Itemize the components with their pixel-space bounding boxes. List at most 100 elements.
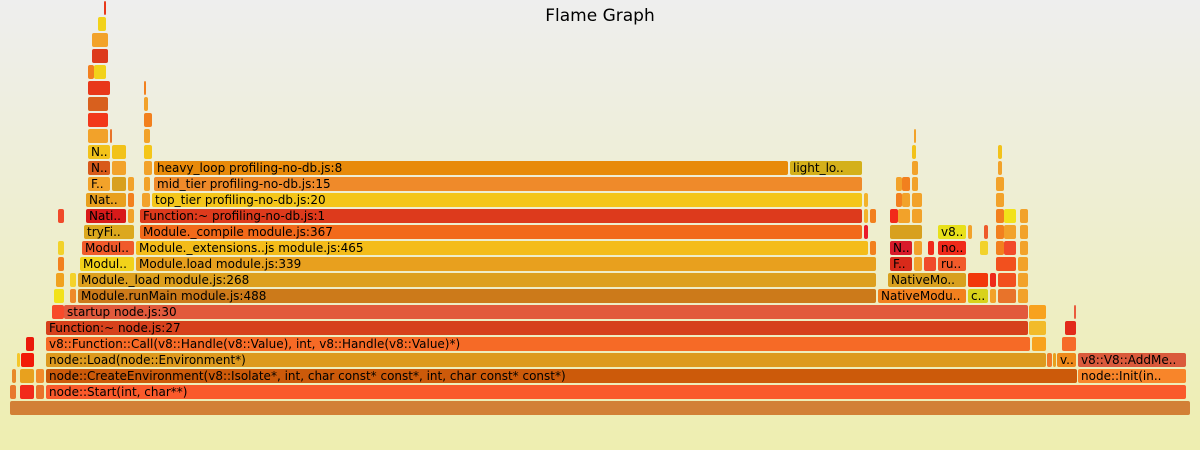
flame-frame-rect[interactable] — [46, 385, 1186, 399]
flame-frame[interactable] — [864, 209, 868, 223]
flame-frame-rect[interactable] — [968, 289, 988, 303]
flame-frame[interactable] — [128, 177, 134, 191]
flame-frame[interactable]: v8::V8::AddMe.. — [1078, 353, 1186, 367]
flame-frame-rect[interactable] — [154, 177, 862, 191]
flame-frame[interactable] — [144, 129, 150, 143]
flame-frame[interactable]: Modul.. — [82, 241, 134, 255]
flame-frame[interactable] — [54, 289, 64, 303]
flame-frame[interactable] — [144, 177, 150, 191]
flame-frame[interactable] — [98, 17, 106, 31]
flame-frame-rect[interactable] — [912, 145, 916, 159]
flame-frame-rect[interactable] — [88, 81, 110, 95]
flame-frame-rect[interactable] — [1020, 225, 1028, 239]
flame-frame-rect[interactable] — [64, 305, 1028, 319]
flame-frame[interactable]: light_lo.. — [790, 161, 862, 175]
flame-frame[interactable] — [128, 209, 134, 223]
flame-frame[interactable] — [996, 257, 1016, 271]
flame-frame-rect[interactable] — [92, 49, 108, 63]
flame-frame[interactable] — [1062, 337, 1076, 351]
flame-frame[interactable] — [980, 241, 988, 255]
flame-frame-rect[interactable] — [914, 129, 916, 143]
flame-frame[interactable] — [88, 97, 108, 111]
flame-frame[interactable] — [996, 225, 1004, 239]
flame-frame-rect[interactable] — [996, 225, 1004, 239]
flame-frame[interactable] — [990, 289, 996, 303]
flame-frame[interactable] — [864, 193, 868, 207]
flame-frame-rect[interactable] — [144, 177, 150, 191]
flame-frame-rect[interactable] — [128, 177, 134, 191]
flame-frame-rect[interactable] — [144, 129, 150, 143]
flame-frame[interactable] — [870, 209, 876, 223]
flame-frame-rect[interactable] — [890, 257, 912, 271]
flame-frame-rect[interactable] — [17, 353, 20, 367]
flame-frame[interactable] — [924, 257, 936, 271]
flame-frame-rect[interactable] — [36, 369, 44, 383]
flame-frame-rect[interactable] — [896, 177, 902, 191]
flame-frame[interactable] — [928, 241, 934, 255]
flame-frame-rect[interactable] — [84, 225, 134, 239]
flame-frame-rect[interactable] — [1029, 321, 1046, 335]
flame-frame-rect[interactable] — [46, 353, 1046, 367]
flame-frame-rect[interactable] — [144, 113, 152, 127]
flame-frame[interactable] — [88, 65, 94, 79]
flame-frame[interactable] — [998, 289, 1016, 303]
flame-frame-rect[interactable] — [902, 193, 910, 207]
flame-frame-rect[interactable] — [88, 129, 108, 143]
flame-frame[interactable] — [1004, 241, 1016, 255]
flame-frame[interactable] — [112, 145, 126, 159]
flame-frame[interactable] — [914, 241, 922, 255]
flame-frame[interactable] — [996, 193, 1004, 207]
flame-frame[interactable] — [912, 193, 922, 207]
flame-frame[interactable] — [890, 209, 898, 223]
flame-frame-rect[interactable] — [878, 289, 966, 303]
flame-frame[interactable] — [914, 129, 916, 143]
flame-frame-rect[interactable] — [104, 1, 106, 15]
flame-frame-rect[interactable] — [128, 193, 134, 207]
flame-frame[interactable] — [1020, 209, 1028, 223]
flame-frame-rect[interactable] — [20, 385, 34, 399]
flame-frame[interactable] — [1018, 289, 1028, 303]
flame-frame[interactable]: N.. — [88, 161, 110, 175]
flame-frame[interactable]: F.. — [890, 257, 912, 271]
flame-frame-rect[interactable] — [26, 337, 34, 351]
flame-frame[interactable]: Module._compile module.js:367 — [140, 225, 862, 239]
flame-frame[interactable] — [1029, 321, 1046, 335]
flame-frame-rect[interactable] — [790, 161, 862, 175]
flame-frame-rect[interactable] — [88, 177, 110, 191]
flame-frame[interactable] — [1004, 209, 1016, 223]
flame-frame-rect[interactable] — [80, 257, 134, 271]
flame-frame-rect[interactable] — [20, 369, 34, 383]
flame-frame[interactable] — [996, 177, 1004, 191]
flame-frame-rect[interactable] — [58, 241, 64, 255]
flame-frame[interactable] — [36, 369, 44, 383]
flame-frame-rect[interactable] — [10, 385, 16, 399]
flame-frame-rect[interactable] — [58, 257, 64, 271]
flame-frame-rect[interactable] — [1032, 337, 1046, 351]
flame-frame[interactable]: ru.. — [938, 257, 966, 271]
flame-frame[interactable]: node::Load(node::Environment*) — [46, 353, 1046, 367]
flame-frame-rect[interactable] — [998, 145, 1002, 159]
flame-frame-rect[interactable] — [112, 145, 126, 159]
flame-frame-rect[interactable] — [996, 193, 1004, 207]
flame-frame[interactable]: v8::Function::Call(v8::Handle(v8::Value)… — [46, 337, 1030, 351]
flame-frame-rect[interactable] — [864, 209, 868, 223]
flame-frame[interactable] — [890, 225, 922, 239]
flame-frame-rect[interactable] — [70, 289, 76, 303]
flame-frame[interactable] — [898, 209, 910, 223]
flame-frame-rect[interactable] — [78, 289, 876, 303]
flame-frame-rect[interactable] — [896, 193, 902, 207]
flame-frame-rect[interactable] — [86, 193, 126, 207]
flame-frame-rect[interactable] — [88, 145, 110, 159]
flame-frame-rect[interactable] — [1020, 209, 1028, 223]
flame-frame[interactable] — [912, 145, 916, 159]
flame-frame-rect[interactable] — [902, 177, 910, 191]
flame-frame-rect[interactable] — [1057, 353, 1076, 367]
flame-frame[interactable] — [92, 49, 108, 63]
flame-frame[interactable] — [902, 193, 910, 207]
flame-frame-rect[interactable] — [870, 241, 876, 255]
flame-frame[interactable] — [110, 129, 112, 143]
flame-frame-rect[interactable] — [112, 177, 126, 191]
flame-frame-rect[interactable] — [58, 209, 64, 223]
flame-frame-rect[interactable] — [88, 113, 108, 127]
flame-frame-rect[interactable] — [1029, 305, 1046, 319]
